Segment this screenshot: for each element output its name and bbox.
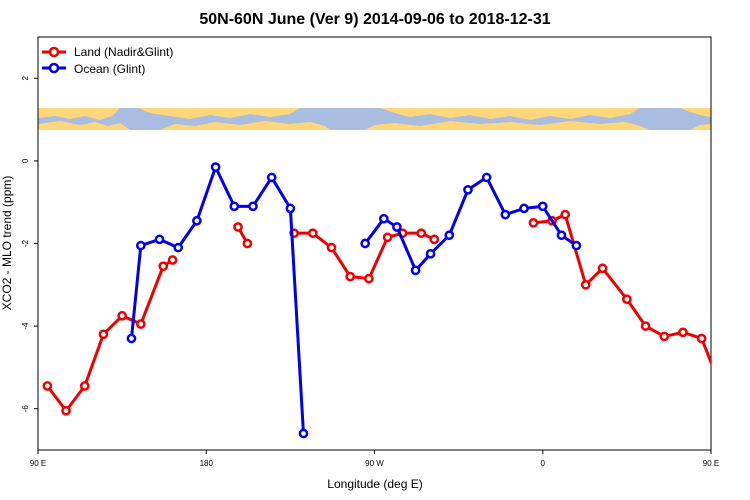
data-point bbox=[233, 222, 243, 232]
data-point bbox=[580, 279, 591, 290]
data-point bbox=[481, 172, 492, 183]
data-point bbox=[597, 263, 608, 274]
data-point bbox=[735, 407, 742, 414]
data-point bbox=[556, 230, 567, 241]
data-point bbox=[135, 240, 146, 251]
data-point bbox=[696, 333, 707, 344]
data-point bbox=[117, 310, 127, 321]
y-tick-label: 0 bbox=[21, 158, 30, 163]
legend-ocean-marker bbox=[48, 62, 60, 74]
data-point bbox=[167, 255, 178, 265]
world-map-strip bbox=[38, 108, 711, 130]
x-tick-label: 90 E bbox=[30, 459, 46, 468]
data-point bbox=[360, 238, 371, 249]
data-point bbox=[298, 428, 309, 439]
x-tick-label: 180 bbox=[200, 459, 214, 468]
data-point bbox=[229, 201, 240, 212]
data-point bbox=[416, 228, 427, 239]
data-point bbox=[678, 327, 688, 338]
data-point bbox=[429, 234, 440, 245]
data-point bbox=[463, 184, 473, 195]
series-line bbox=[46, 258, 174, 413]
data-point bbox=[382, 232, 393, 243]
data-point bbox=[242, 238, 253, 249]
data-point bbox=[79, 381, 90, 391]
data-point bbox=[210, 162, 221, 172]
y-tick-label: -6 bbox=[21, 405, 30, 413]
series-land bbox=[42, 209, 742, 416]
chart-title: 50N-60N June (Ver 9) 2014-09-06 to 2018-… bbox=[199, 11, 550, 28]
map-land-lower bbox=[38, 121, 711, 130]
data-point bbox=[659, 331, 670, 342]
data-point bbox=[248, 201, 258, 212]
data-point bbox=[154, 234, 165, 245]
data-point bbox=[345, 271, 356, 282]
legend-land-label: Land (Nadir&Glint) bbox=[74, 45, 173, 59]
data-point bbox=[425, 248, 436, 259]
data-point bbox=[444, 230, 455, 241]
y-tick-label: -4 bbox=[21, 322, 30, 330]
data-point bbox=[392, 222, 402, 232]
data-point bbox=[326, 242, 337, 253]
x-tick-label: 90 E bbox=[703, 459, 719, 468]
legend-ocean-label: Ocean (Glint) bbox=[74, 62, 145, 76]
data-point bbox=[640, 321, 651, 331]
data-point bbox=[537, 201, 548, 212]
legend-land-marker bbox=[48, 46, 60, 58]
map-land-upper bbox=[38, 108, 711, 120]
series-line bbox=[129, 165, 305, 434]
data-point bbox=[42, 381, 53, 391]
data-point bbox=[285, 203, 296, 214]
data-point bbox=[364, 273, 374, 284]
data-point bbox=[717, 382, 724, 389]
data-point bbox=[571, 240, 582, 251]
series-layer bbox=[42, 162, 742, 439]
data-point bbox=[378, 213, 389, 224]
data-point bbox=[98, 329, 109, 340]
y-axis-label: XCO2 - MLO trend (ppm) bbox=[0, 176, 14, 311]
series-ocean bbox=[126, 162, 582, 439]
data-point bbox=[158, 261, 169, 272]
data-point bbox=[622, 294, 632, 305]
y-tick-label: 2 bbox=[21, 76, 30, 81]
x-tick-label: 90 W bbox=[365, 459, 384, 468]
y-tick-label: -2 bbox=[21, 239, 30, 247]
data-point bbox=[519, 203, 529, 214]
data-point bbox=[307, 228, 318, 239]
data-point bbox=[410, 265, 421, 276]
data-point bbox=[126, 333, 137, 344]
series-line bbox=[533, 213, 711, 367]
data-point bbox=[266, 172, 277, 183]
data-point bbox=[135, 319, 146, 329]
x-tick-label: 0 bbox=[541, 459, 546, 468]
data-point bbox=[560, 209, 571, 220]
data-point bbox=[500, 209, 511, 220]
x-axis-label: Longitude (deg E) bbox=[327, 477, 422, 491]
data-point bbox=[173, 242, 184, 253]
data-point bbox=[61, 405, 71, 416]
data-point bbox=[528, 218, 539, 228]
axes: 90 E 180 90 W 0 90 E 2 0 -2 -4 -6 bbox=[21, 76, 719, 468]
data-point bbox=[192, 215, 202, 226]
legend: Land (Nadir&Glint) Ocean (Glint) bbox=[42, 45, 173, 76]
